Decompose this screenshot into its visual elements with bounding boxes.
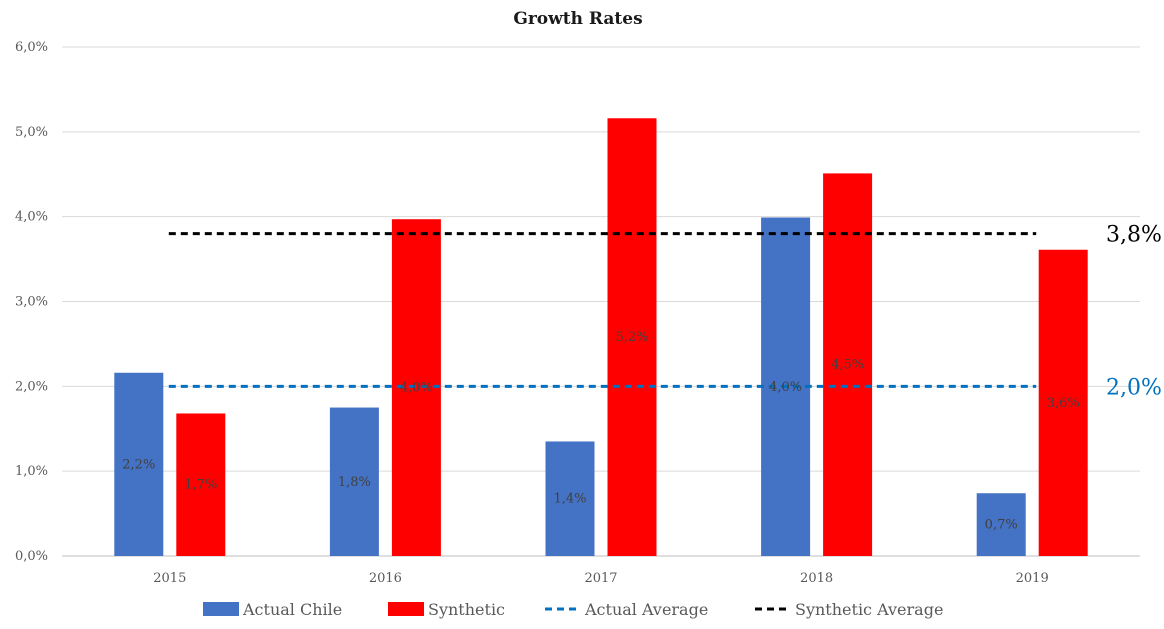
bar-actual-chile <box>114 372 164 556</box>
data-label: 0,7% <box>985 518 1018 533</box>
y-tick-label: 5,0% <box>15 125 48 140</box>
data-label: 1,7% <box>184 478 217 493</box>
chart-title: Growth Rates <box>513 9 642 29</box>
x-tick-label: 2019 <box>1016 571 1049 586</box>
reference-lines: 2,0% 3,8% <box>168 223 1162 400</box>
y-tick-label: 1,0% <box>15 464 48 479</box>
data-label: 4,5% <box>831 358 864 373</box>
data-labels: 2,2% 1,8% 1,4% 4,0% 0,7% 1,7% 4,0% 5,2% 4,5% 3,6% <box>122 330 1079 532</box>
bar-synthetic <box>823 173 873 556</box>
legend-label: Synthetic <box>428 600 505 619</box>
legend-swatch <box>388 602 424 616</box>
bar-synthetic <box>607 118 657 556</box>
data-label: 5,2% <box>615 330 648 345</box>
x-axis-ticks: 2015 2016 2017 2018 2019 <box>153 571 1048 586</box>
bar-actual-chile <box>976 493 1026 556</box>
reference-line-label: 3,8% <box>1106 223 1162 248</box>
legend-label: Actual Average <box>584 600 708 619</box>
y-tick-label: 3,0% <box>15 295 48 310</box>
reference-line-label: 2,0% <box>1106 375 1162 400</box>
data-label: 1,8% <box>338 475 371 490</box>
bars <box>114 118 1088 557</box>
y-axis-ticks: 0,0% 1,0% 2,0% 3,0% 4,0% 5,0% 6,0% <box>15 40 48 564</box>
legend-swatch <box>203 602 239 616</box>
bar-actual-chile <box>329 407 379 556</box>
data-label: 4,0% <box>769 380 802 395</box>
data-label: 2,2% <box>122 457 155 472</box>
y-tick-label: 6,0% <box>15 40 48 55</box>
y-tick-label: 0,0% <box>15 549 48 564</box>
legend-label: Synthetic Average <box>795 600 943 619</box>
data-label: 4,0% <box>400 381 433 396</box>
legend-label: Actual Chile <box>242 600 342 619</box>
y-tick-label: 2,0% <box>15 379 48 394</box>
x-tick-label: 2018 <box>800 571 833 586</box>
y-tick-label: 4,0% <box>15 210 48 225</box>
bar-synthetic <box>176 413 226 556</box>
x-tick-label: 2016 <box>369 571 402 586</box>
bar-actual-chile <box>545 441 595 556</box>
x-tick-label: 2017 <box>584 571 617 586</box>
legend: Actual Chile Synthetic Actual Average Synth… <box>203 600 943 619</box>
bar-synthetic <box>1038 249 1088 557</box>
x-tick-label: 2015 <box>153 571 186 586</box>
data-label: 1,4% <box>553 492 586 507</box>
data-label: 3,6% <box>1047 396 1080 411</box>
